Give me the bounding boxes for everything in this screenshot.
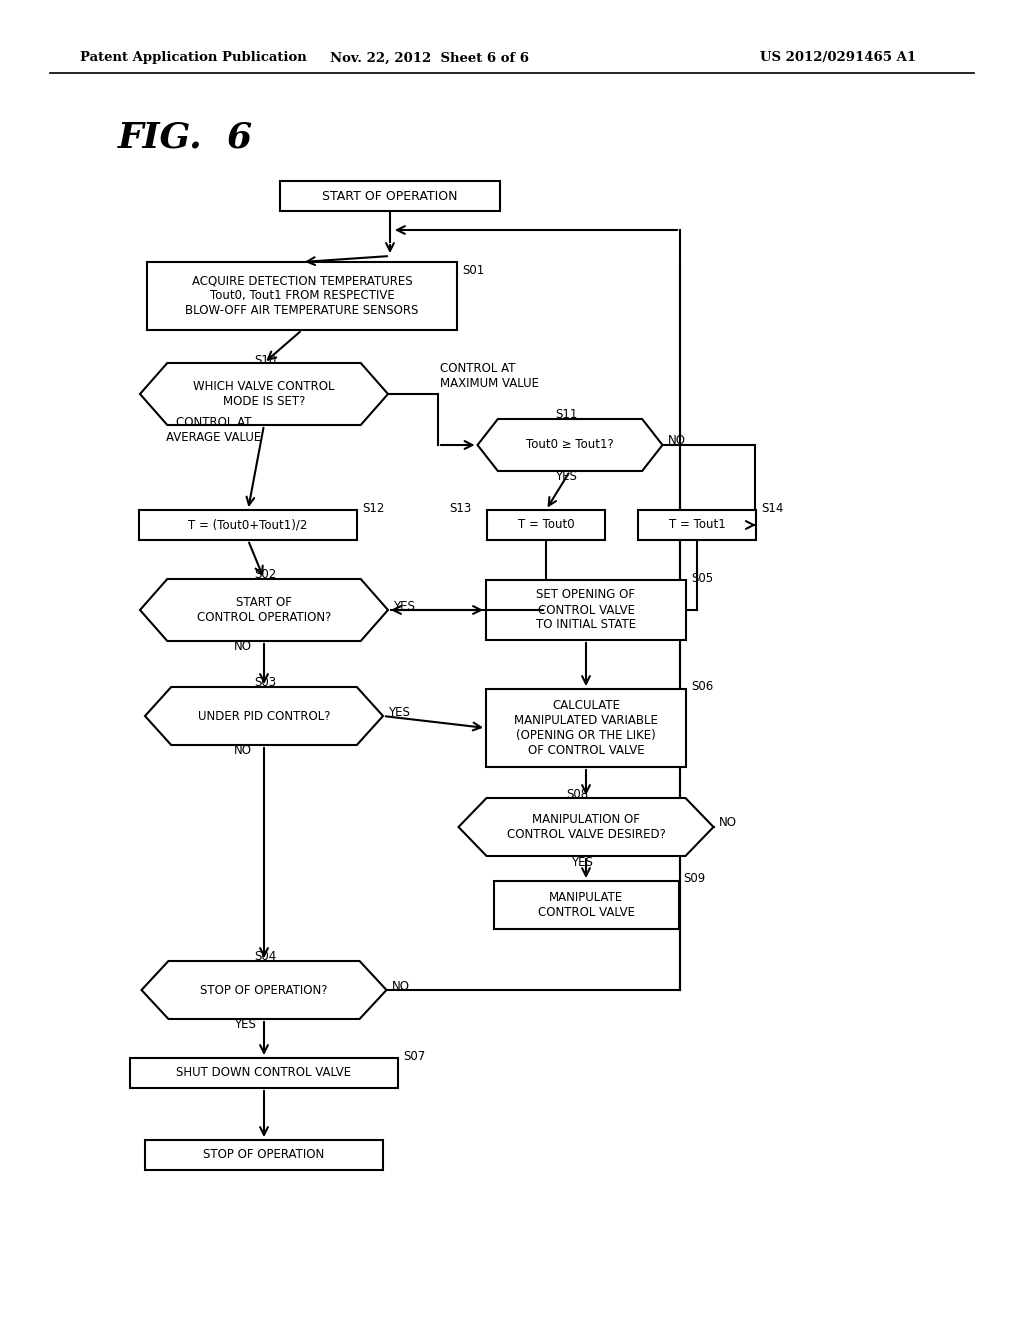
Text: YES: YES — [571, 855, 593, 869]
Text: CALCULATE
MANIPULATED VARIABLE
(OPENING OR THE LIKE)
OF CONTROL VALVE: CALCULATE MANIPULATED VARIABLE (OPENING … — [514, 700, 658, 756]
Text: T = Tout1: T = Tout1 — [669, 519, 725, 532]
Text: NO: NO — [234, 744, 252, 758]
Text: S09: S09 — [683, 873, 706, 886]
Text: START OF OPERATION: START OF OPERATION — [323, 190, 458, 202]
Text: US 2012/0291465 A1: US 2012/0291465 A1 — [760, 51, 916, 65]
Text: SET OPENING OF
CONTROL VALVE
TO INITIAL STATE: SET OPENING OF CONTROL VALVE TO INITIAL … — [536, 589, 636, 631]
Text: STOP OF OPERATION?: STOP OF OPERATION? — [201, 983, 328, 997]
Text: STOP OF OPERATION: STOP OF OPERATION — [204, 1148, 325, 1162]
Text: S07: S07 — [403, 1049, 425, 1063]
FancyBboxPatch shape — [139, 510, 357, 540]
Text: Patent Application Publication: Patent Application Publication — [80, 51, 307, 65]
Text: Nov. 22, 2012  Sheet 6 of 6: Nov. 22, 2012 Sheet 6 of 6 — [331, 51, 529, 65]
Text: CONTROL AT
AVERAGE VALUE: CONTROL AT AVERAGE VALUE — [166, 416, 261, 444]
Text: MANIPULATION OF
CONTROL VALVE DESIRED?: MANIPULATION OF CONTROL VALVE DESIRED? — [507, 813, 666, 841]
FancyBboxPatch shape — [130, 1059, 398, 1088]
FancyBboxPatch shape — [486, 689, 686, 767]
Text: S13: S13 — [449, 502, 471, 515]
Text: NO: NO — [391, 979, 410, 993]
Polygon shape — [141, 961, 386, 1019]
Text: YES: YES — [234, 1019, 256, 1031]
Polygon shape — [145, 686, 383, 744]
Polygon shape — [459, 799, 714, 855]
Text: S08: S08 — [566, 788, 588, 800]
FancyBboxPatch shape — [280, 181, 500, 211]
Text: UNDER PID CONTROL?: UNDER PID CONTROL? — [198, 710, 331, 722]
Polygon shape — [140, 579, 388, 642]
Text: S11: S11 — [555, 408, 578, 421]
Text: T = (Tout0+Tout1)/2: T = (Tout0+Tout1)/2 — [188, 519, 307, 532]
Text: NO: NO — [234, 640, 252, 653]
Text: START OF
CONTROL OPERATION?: START OF CONTROL OPERATION? — [197, 597, 331, 624]
Text: WHICH VALVE CONTROL
MODE IS SET?: WHICH VALVE CONTROL MODE IS SET? — [194, 380, 335, 408]
Text: T = Tout0: T = Tout0 — [518, 519, 574, 532]
Text: S12: S12 — [362, 502, 384, 515]
Text: YES: YES — [555, 470, 577, 483]
Text: Tout0 ≥ Tout1?: Tout0 ≥ Tout1? — [526, 438, 613, 451]
Text: S01: S01 — [462, 264, 484, 276]
FancyBboxPatch shape — [145, 1140, 383, 1170]
Text: YES: YES — [393, 599, 415, 612]
Polygon shape — [477, 418, 663, 471]
FancyBboxPatch shape — [487, 510, 605, 540]
Text: MANIPULATE
CONTROL VALVE: MANIPULATE CONTROL VALVE — [538, 891, 635, 919]
Text: ACQUIRE DETECTION TEMPERATURES
Tout0, Tout1 FROM RESPECTIVE
BLOW-OFF AIR TEMPERA: ACQUIRE DETECTION TEMPERATURES Tout0, To… — [185, 275, 419, 318]
Text: S06: S06 — [691, 681, 714, 693]
Text: S14: S14 — [761, 502, 783, 515]
Text: S03: S03 — [254, 676, 276, 689]
Text: NO: NO — [719, 817, 736, 829]
Polygon shape — [140, 363, 388, 425]
Text: CONTROL AT
MAXIMUM VALUE: CONTROL AT MAXIMUM VALUE — [440, 362, 539, 389]
Text: S10: S10 — [254, 355, 276, 367]
FancyBboxPatch shape — [494, 880, 679, 929]
Text: S02: S02 — [254, 569, 276, 582]
FancyBboxPatch shape — [486, 579, 686, 640]
Text: S04: S04 — [254, 950, 276, 964]
Text: SHUT DOWN CONTROL VALVE: SHUT DOWN CONTROL VALVE — [176, 1067, 351, 1080]
Text: NO: NO — [668, 434, 685, 447]
Text: YES: YES — [388, 705, 410, 718]
FancyBboxPatch shape — [638, 510, 756, 540]
Text: S05: S05 — [691, 572, 713, 585]
FancyBboxPatch shape — [147, 261, 457, 330]
Text: FIG.  6: FIG. 6 — [118, 121, 253, 154]
